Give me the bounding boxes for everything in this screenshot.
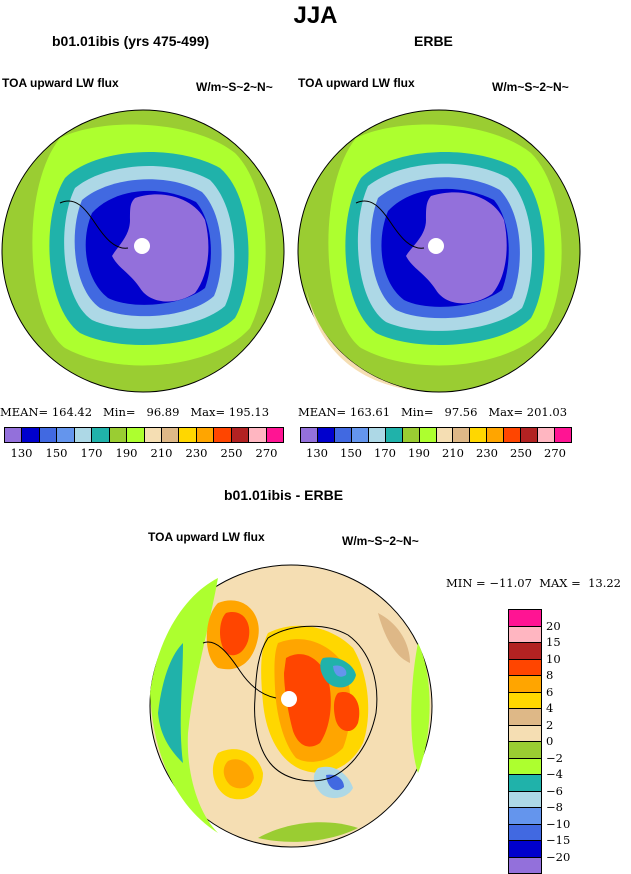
- colorbar-swatch: [74, 428, 93, 442]
- page-title: JJA: [293, 2, 338, 29]
- diff-colorbar-swatch: [509, 808, 541, 825]
- diff-units: W/m~S~2~N~: [342, 534, 419, 548]
- diff-colorbar-swatch: [509, 824, 541, 841]
- diff-stats: MIN = −11.07 MAX = 13.22: [446, 576, 621, 590]
- colorbar-swatch: [57, 428, 75, 442]
- diff-colorbar-swatch: [509, 676, 541, 693]
- colorbar-tick-label: 270: [544, 446, 566, 460]
- colorbar-tick-label: 230: [185, 446, 208, 460]
- colorbar-swatch: [22, 428, 40, 442]
- colorbar-swatch: [5, 428, 23, 442]
- colorbar-swatch: [317, 428, 335, 442]
- colorbar-tick-label: 130: [10, 446, 33, 460]
- colorbar-left: 130 150 170 190 210 230 250 270: [4, 427, 284, 460]
- colorbar-tick-label: 190: [115, 446, 138, 460]
- colorbar-swatch: [214, 428, 232, 442]
- colorbar-swatch: [385, 428, 403, 442]
- panel2-field: TOA upward LW flux: [298, 76, 415, 90]
- diff-colorbar-swatch: [509, 725, 541, 742]
- colorbar-swatch: [470, 428, 488, 442]
- diff-colorbar-label: −20: [546, 849, 571, 864]
- colorbar-swatch: [161, 428, 180, 442]
- diff-colorbar-label: −15: [546, 833, 571, 847]
- colorbar-swatch: [453, 428, 471, 442]
- panel1-stats: MEAN= 164.42 Min= 96.89 Max= 195.13: [0, 405, 270, 419]
- diff-colorbar-label: 10: [546, 651, 561, 666]
- colorbar-swatch: [179, 428, 197, 442]
- diff-colorbar-label: −6: [546, 783, 563, 798]
- diff-colorbar-swatch: [509, 692, 541, 709]
- diff-colorbar-swatch: [509, 841, 541, 858]
- colorbar-tick-label: 170: [374, 446, 396, 460]
- colorbar-swatch: [266, 428, 283, 442]
- panel1-units: W/m~S~2~N~: [196, 80, 273, 94]
- colorbar-swatch: [368, 428, 386, 442]
- colorbar-tick-label: 170: [80, 446, 103, 460]
- diff-colorbar-swatch: [509, 659, 541, 676]
- colorbar-swatch: [196, 428, 215, 442]
- diff-colorbar-label: 8: [546, 668, 554, 682]
- colorbar-swatch: [144, 428, 162, 442]
- diff-colorbar-label: 20: [546, 618, 561, 633]
- panel2-subtitle: ERBE: [414, 33, 453, 49]
- diff-colorbar-swatch: [509, 643, 541, 660]
- diff-colorbar-swatch: [509, 758, 541, 775]
- colorbar-swatch: [249, 428, 267, 442]
- panel2-units: W/m~S~2~N~: [492, 80, 569, 94]
- diff-colorbar-swatch: [509, 709, 541, 726]
- diff-colorbar-labels: 20 15 10 8 6 4 2 0 −2 −4 −6 −8 −10 −15 −20: [546, 609, 606, 864]
- colorbar-swatch: [555, 428, 571, 442]
- colorbar-swatch: [334, 428, 352, 442]
- colorbar-swatch: [436, 428, 454, 442]
- diff-colorbar-label: 15: [546, 635, 561, 649]
- colorbar-swatch: [127, 428, 145, 442]
- colorbar-tick-label: 130: [306, 446, 328, 460]
- colorbar-swatch: [92, 428, 110, 442]
- colorbar-tick-label: 210: [150, 446, 173, 460]
- diff-polar-map: [149, 564, 433, 848]
- colorbar-tick-label: 150: [340, 446, 362, 460]
- panel2-polar-map: [297, 109, 581, 393]
- diff-field: TOA upward LW flux: [148, 530, 265, 544]
- panel1-field: TOA upward LW flux: [2, 76, 119, 90]
- diff-subtitle: b01.01ibis - ERBE: [224, 487, 344, 503]
- colorbar-swatch: [419, 428, 437, 442]
- panel2-stats: MEAN= 163.61 Min= 97.56 Max= 201.03: [298, 405, 568, 419]
- colorbar-swatch: [504, 428, 522, 442]
- diff-colorbar: [508, 609, 542, 874]
- colorbar-swatch: [39, 428, 58, 442]
- colorbar-swatch: [521, 428, 539, 442]
- colorbar-swatch: [487, 428, 505, 442]
- diff-colorbar-swatch: [509, 610, 541, 627]
- colorbar-right: 130 150 170 190 210 230 250 270: [300, 427, 572, 460]
- colorbar-tick-label: 270: [255, 446, 278, 460]
- diff-colorbar-swatch: [509, 791, 541, 808]
- diff-colorbar-label: 4: [546, 701, 554, 715]
- diff-colorbar-swatch: [509, 857, 541, 873]
- colorbar-tick-label: 230: [476, 446, 498, 460]
- colorbar-tick-label: 190: [408, 446, 430, 460]
- diff-colorbar-swatch: [509, 742, 541, 759]
- diff-colorbar-label: 6: [546, 684, 554, 699]
- colorbar-swatch: [402, 428, 420, 442]
- diff-colorbar-label: −4: [546, 767, 563, 781]
- diff-colorbar-swatch: [509, 775, 541, 792]
- diff-colorbar-label: −10: [546, 816, 571, 831]
- colorbar-swatch: [301, 428, 318, 442]
- colorbar-swatch: [231, 428, 250, 442]
- diff-colorbar-label: −2: [546, 750, 563, 765]
- diff-colorbar-label: 2: [546, 717, 554, 732]
- diff-colorbar-label: 0: [546, 734, 554, 748]
- colorbar-swatch: [351, 428, 369, 442]
- colorbar-swatch: [538, 428, 556, 442]
- panel1-polar-map: [1, 109, 285, 393]
- panel1-subtitle: b01.01ibis (yrs 475-499): [52, 33, 210, 49]
- diff-colorbar-label: −8: [546, 800, 563, 814]
- colorbar-tick-label: 210: [442, 446, 464, 460]
- diff-colorbar-swatch: [509, 626, 541, 643]
- colorbar-tick-label: 250: [220, 446, 243, 460]
- colorbar-swatch: [109, 428, 128, 442]
- colorbar-tick-label: 250: [510, 446, 532, 460]
- colorbar-tick-label: 150: [45, 446, 68, 460]
